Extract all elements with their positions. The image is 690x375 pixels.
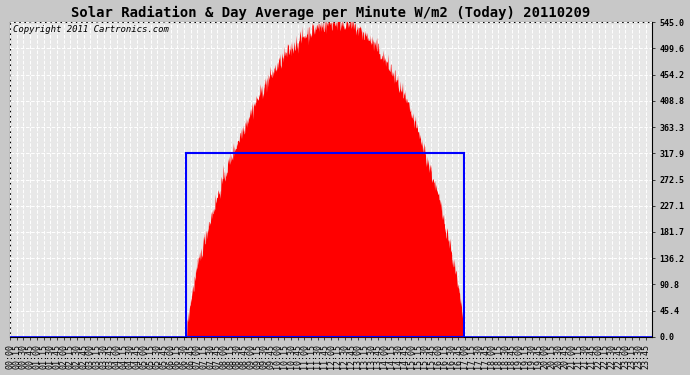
Bar: [186, 153, 464, 337]
Text: Copyright 2011 Cartronics.com: Copyright 2011 Cartronics.com: [13, 26, 169, 34]
Title: Solar Radiation & Day Average per Minute W/m2 (Today) 20110209: Solar Radiation & Day Average per Minute…: [71, 6, 591, 20]
